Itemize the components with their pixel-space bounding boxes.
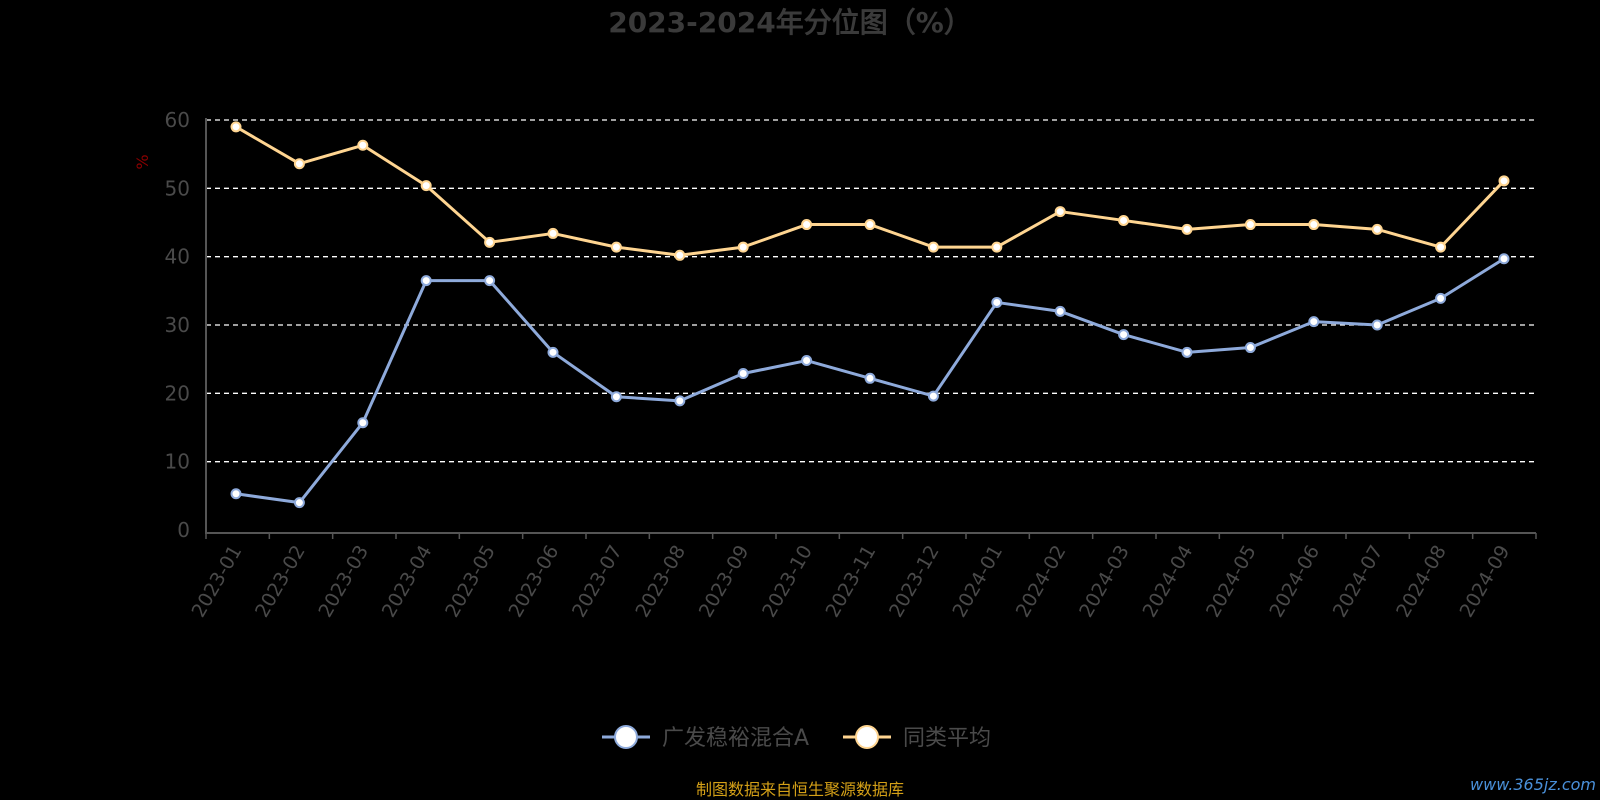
x-tick-label: 2024-02 bbox=[1012, 542, 1071, 622]
data-point bbox=[610, 391, 622, 403]
data-point bbox=[1371, 223, 1383, 235]
x-tick-label: 2024-08 bbox=[1392, 542, 1451, 622]
data-point bbox=[1054, 305, 1066, 317]
data-point bbox=[1308, 316, 1320, 328]
x-tick-label: 2023-05 bbox=[441, 542, 500, 622]
x-tick-label: 2023-10 bbox=[758, 542, 817, 622]
x-tick-label: 2023-06 bbox=[505, 542, 564, 622]
data-point bbox=[801, 219, 813, 231]
x-tick-label: 2024-07 bbox=[1329, 542, 1388, 622]
data-point bbox=[737, 241, 749, 253]
data-point bbox=[357, 139, 369, 151]
x-tick-label: 2023-07 bbox=[568, 542, 627, 622]
y-tick-label: 10 bbox=[165, 450, 190, 474]
y-tick-label: 0 bbox=[177, 518, 190, 542]
data-point bbox=[1435, 292, 1447, 304]
data-point bbox=[1118, 214, 1130, 226]
data-point bbox=[547, 346, 559, 358]
y-axis-label: % bbox=[133, 154, 152, 169]
x-tick-label: 2023-01 bbox=[188, 542, 247, 622]
series bbox=[230, 121, 1510, 509]
data-point bbox=[293, 497, 305, 509]
data-point bbox=[484, 275, 496, 287]
y-tick-label: 40 bbox=[165, 245, 190, 269]
x-tick-labels: 2023-01 2023-02 2023-03 2023-04 2023-05 2023-… bbox=[188, 542, 1515, 622]
legend-marker bbox=[855, 725, 879, 749]
watermark: www.365jz.com bbox=[1470, 775, 1596, 794]
data-source-note: 制图数据来自恒生聚源数据库 bbox=[696, 780, 904, 799]
data-point bbox=[864, 372, 876, 384]
x-tick-label: 2023-08 bbox=[631, 542, 690, 622]
data-point bbox=[1244, 342, 1256, 354]
data-point bbox=[293, 158, 305, 170]
data-point bbox=[864, 219, 876, 231]
data-point bbox=[1118, 329, 1130, 341]
data-point bbox=[1244, 219, 1256, 231]
legend-label: 广发稳裕混合A bbox=[662, 726, 809, 751]
data-point bbox=[420, 180, 432, 192]
x-tick-label: 2024-09 bbox=[1456, 542, 1515, 622]
data-point bbox=[610, 241, 622, 253]
data-point bbox=[230, 121, 242, 133]
data-point bbox=[420, 275, 432, 287]
y-tick-label: 50 bbox=[165, 176, 190, 200]
data-point bbox=[1308, 219, 1320, 231]
x-tick-label: 2024-01 bbox=[948, 542, 1007, 622]
data-point bbox=[484, 236, 496, 248]
data-point bbox=[927, 241, 939, 253]
data-point bbox=[674, 249, 686, 261]
y-tick-label: 30 bbox=[165, 313, 190, 337]
data-point bbox=[991, 296, 1003, 308]
series-1 bbox=[230, 121, 1510, 261]
data-point bbox=[801, 355, 813, 367]
axes bbox=[205, 118, 1537, 539]
x-tick-label: 2024-03 bbox=[1075, 542, 1134, 622]
series-0 bbox=[230, 253, 1510, 509]
data-point bbox=[547, 227, 559, 239]
y-tick-labels: 0 10 20 30 40 50 60 bbox=[165, 108, 190, 542]
chart-title: 2023-2024年分位图（%） bbox=[608, 6, 972, 39]
legend[interactable]: 广发稳裕混合A 同类平均 bbox=[602, 725, 991, 751]
x-tick-label: 2023-02 bbox=[251, 542, 310, 622]
legend-marker bbox=[614, 725, 638, 749]
legend-label: 同类平均 bbox=[903, 726, 991, 751]
y-tick-label: 60 bbox=[165, 108, 190, 132]
x-tick-label: 2023-03 bbox=[314, 542, 373, 622]
data-point bbox=[991, 241, 1003, 253]
legend-item[interactable]: 同类平均 bbox=[843, 725, 991, 751]
data-point bbox=[737, 368, 749, 380]
data-point bbox=[1498, 175, 1510, 187]
data-point bbox=[230, 488, 242, 500]
x-tick-label: 2023-04 bbox=[378, 542, 437, 622]
data-point bbox=[674, 395, 686, 407]
x-tick-label: 2023-11 bbox=[822, 542, 881, 622]
x-tick-label: 2023-12 bbox=[885, 542, 944, 622]
data-point bbox=[1371, 319, 1383, 331]
legend-item[interactable]: 广发稳裕混合A bbox=[602, 725, 809, 751]
x-tick-label: 2024-04 bbox=[1139, 542, 1198, 622]
data-point bbox=[927, 390, 939, 402]
x-tick-label: 2024-06 bbox=[1265, 542, 1324, 622]
data-point bbox=[1181, 223, 1193, 235]
data-point bbox=[357, 417, 369, 429]
data-point bbox=[1435, 241, 1447, 253]
data-point bbox=[1181, 346, 1193, 358]
data-point bbox=[1054, 206, 1066, 218]
x-tick-label: 2023-09 bbox=[695, 542, 754, 622]
data-point bbox=[1498, 253, 1510, 265]
x-tick-label: 2024-05 bbox=[1202, 542, 1261, 622]
y-tick-label: 20 bbox=[165, 381, 190, 405]
